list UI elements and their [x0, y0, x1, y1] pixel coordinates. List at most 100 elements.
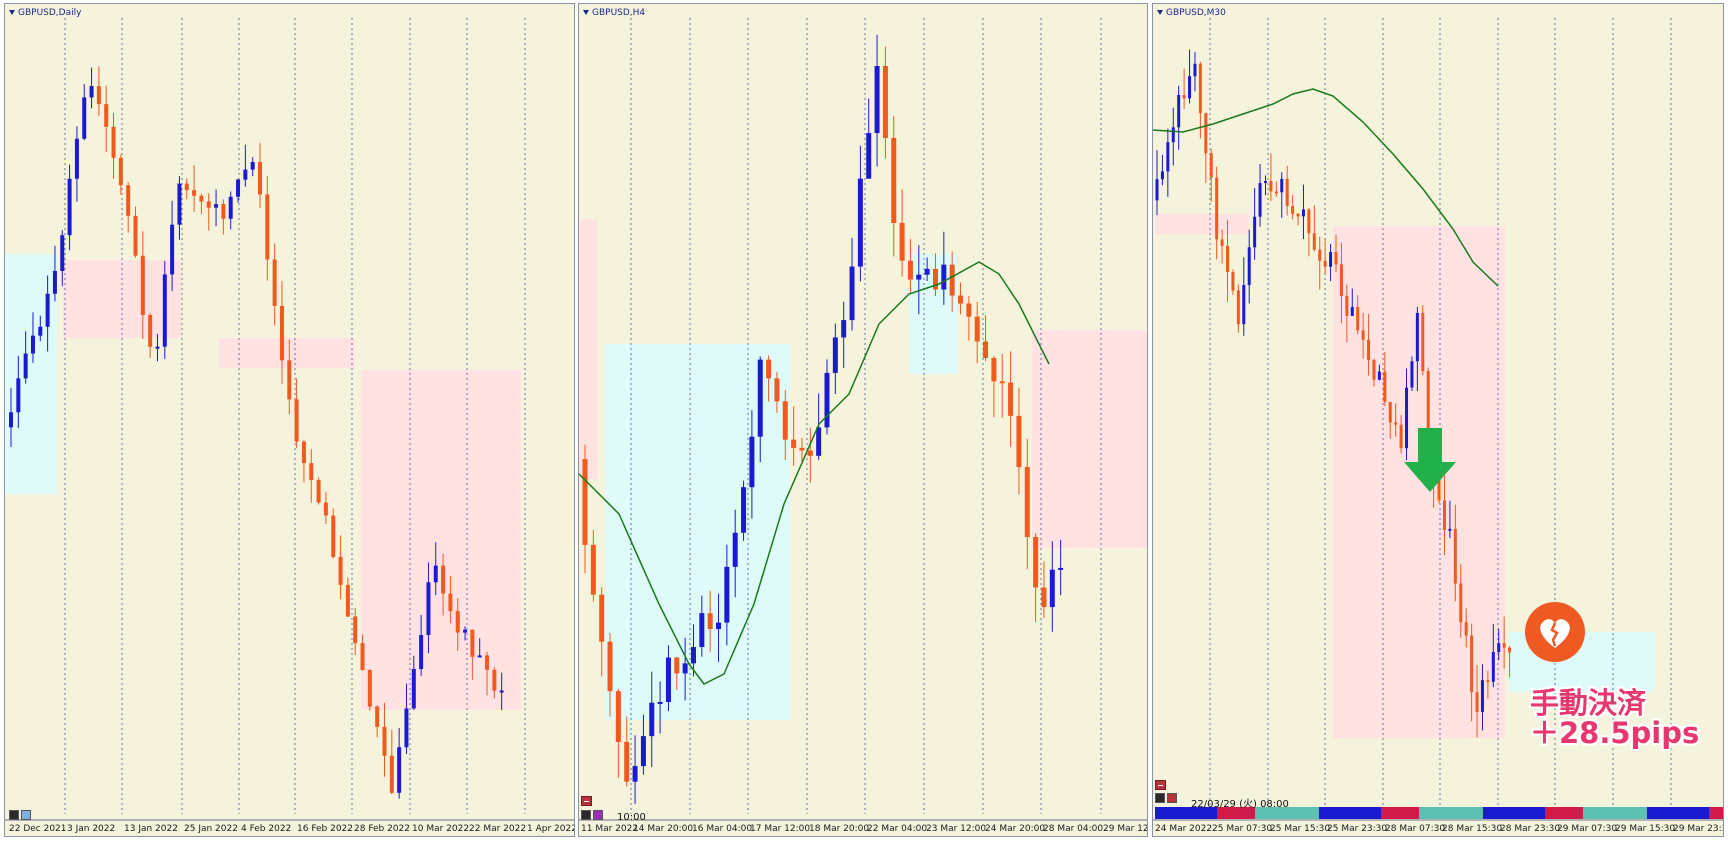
dropdown-icon[interactable] [583, 10, 589, 15]
time-axis-label: 25 Mar 07:30 [1212, 824, 1272, 834]
chart-button-1[interactable] [9, 810, 19, 820]
dropdown-icon[interactable] [9, 10, 15, 15]
candle-body [757, 359, 763, 437]
session-bar-segment [1319, 807, 1381, 819]
candle-body [1415, 312, 1419, 362]
chart-panel-m30[interactable]: 24 Mar 2022 25 Mar 07:30 25 Mar 15:30 25 Ma… [1152, 3, 1724, 837]
session-bar-segment [1419, 807, 1483, 819]
candle-body [674, 657, 680, 674]
candle-body [170, 224, 175, 275]
chart-button-1[interactable] [581, 810, 591, 820]
candle-body [82, 97, 87, 139]
candle-body [682, 663, 688, 674]
candle-body [1307, 209, 1311, 234]
candle-body [1253, 216, 1257, 248]
candle-body [477, 655, 482, 658]
candle-body [1291, 206, 1295, 214]
chart-panel-daily[interactable]: 22 Dec 2021 3 Jan 2022 13 Jan 2022 25 Jan 2… [4, 3, 575, 837]
candle-body [699, 613, 705, 648]
candle-body [1016, 415, 1022, 468]
chart-button-1[interactable] [1155, 793, 1165, 803]
chart-button-2[interactable] [593, 810, 603, 820]
time-axis-label: 28 Feb 2022 [354, 824, 410, 834]
candle-body [426, 582, 431, 636]
candle-body [265, 194, 270, 260]
chart-title-h4: GBPUSD,H4 [583, 8, 645, 18]
candle-body [707, 613, 713, 629]
candle-body [841, 320, 847, 338]
candle-body [419, 635, 424, 670]
session-bar-segment [1709, 807, 1723, 819]
chart-plot-daily[interactable]: 22 Dec 2021 3 Jan 2022 13 Jan 2022 25 Jan 2… [5, 4, 575, 837]
candle-body [463, 629, 468, 633]
candle-body [1263, 181, 1267, 184]
session-bar-segment [1647, 807, 1709, 819]
time-axis-label: 28 Mar 07:30 [1385, 824, 1445, 834]
candle-body [1383, 371, 1387, 403]
candle-body [1480, 680, 1484, 712]
candle-body [309, 463, 314, 481]
candle-body [958, 295, 964, 304]
candle-body [1459, 583, 1463, 623]
candle-body [916, 274, 922, 280]
candle-body [1475, 692, 1479, 712]
candle-body [1033, 537, 1039, 588]
profit-annotation: 手動決済 ＋28.5pips [1530, 688, 1699, 748]
broken-heart-icon [1525, 602, 1585, 662]
minimize-button[interactable] [581, 796, 592, 806]
candle-body [272, 259, 277, 306]
time-axis-label: 13 Jan 2022 [124, 824, 178, 834]
time-axis-label: 24 Mar 20:00 [985, 824, 1045, 834]
candle-body [294, 399, 299, 442]
candle-body [433, 565, 438, 583]
zone-0 [5, 254, 57, 494]
candle-body [389, 755, 394, 793]
session-bar-segment [1545, 807, 1583, 819]
candle-body [1236, 290, 1240, 325]
candle-body [236, 179, 241, 197]
candle-body [1024, 467, 1030, 538]
candle-body [1372, 359, 1376, 380]
time-axis-label: 28 Mar 15:30 [1442, 824, 1502, 834]
chart-title-text: GBPUSD,M30 [1166, 8, 1226, 18]
candle-body [615, 691, 621, 742]
time-axis-label: 22 Mar 04:00 [867, 824, 927, 834]
candle-body [1377, 371, 1381, 380]
candle-body [1247, 247, 1251, 285]
minimize-button[interactable] [1155, 780, 1166, 790]
candle-body [30, 335, 35, 354]
time-axis-label: 29 Mar 23:30 [1673, 824, 1724, 834]
candle-body [791, 439, 797, 448]
chart-button-2[interactable] [1167, 793, 1177, 803]
candle-body [732, 532, 738, 567]
candle-body [766, 359, 772, 379]
candle-body [1160, 171, 1164, 180]
candle-body [1274, 191, 1278, 194]
candle-body [1497, 643, 1501, 652]
zone-0 [1155, 214, 1249, 234]
candle-body [353, 616, 358, 644]
time-axis-label: 28 Mar 23:30 [1500, 824, 1560, 834]
dropdown-icon[interactable] [1157, 10, 1163, 15]
candle-body [1508, 647, 1512, 653]
time-axis-label: 22 Mar 2022 [469, 824, 526, 834]
candle-body [1329, 252, 1333, 267]
candle-body [640, 736, 646, 767]
candle-body [983, 341, 989, 359]
candle-body [1008, 382, 1014, 416]
candle-body [1215, 177, 1219, 240]
candle-body [1350, 306, 1354, 316]
candle-body [1421, 312, 1425, 371]
chart-panel-h4[interactable]: 11 Mar 2022 14 Mar 20:00 16 Mar 04:00 17 Ma… [578, 3, 1148, 837]
candle-body [1388, 402, 1392, 423]
candle-body [941, 264, 947, 290]
candle-body [632, 766, 638, 782]
chart-button-2[interactable] [21, 810, 31, 820]
candle-body [724, 566, 730, 623]
candle-body [243, 169, 248, 180]
candle-body [214, 204, 219, 208]
session-bar-segment [1583, 807, 1647, 819]
time-axis-label: 10 Mar 2022 [412, 824, 469, 834]
